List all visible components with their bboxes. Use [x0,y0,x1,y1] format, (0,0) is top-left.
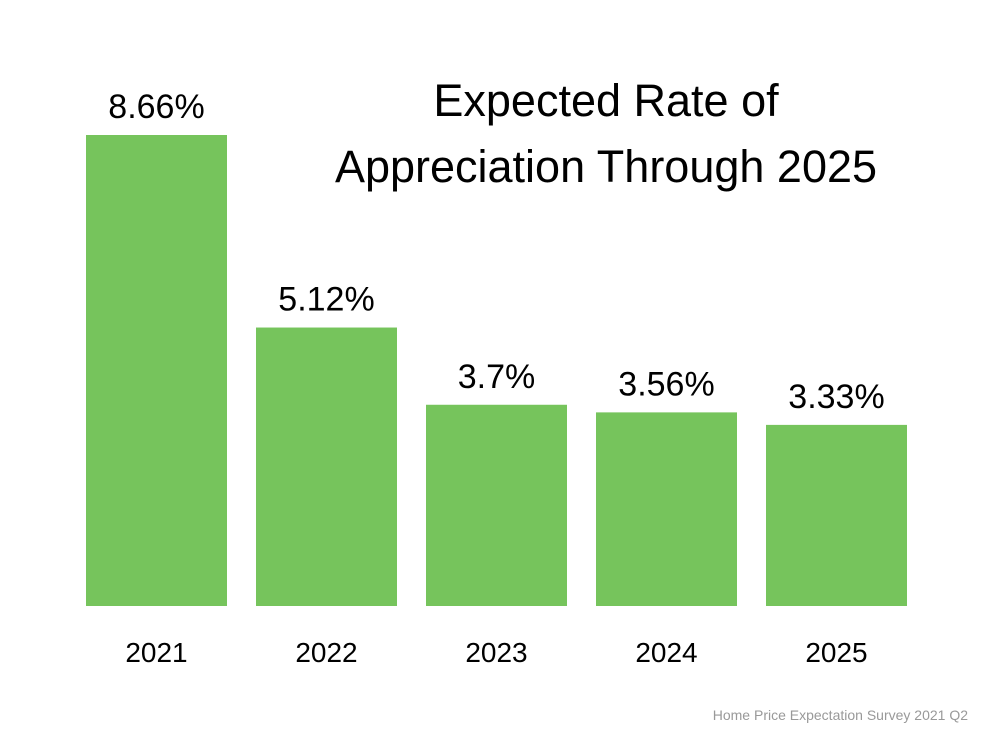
x-tick-label-2024: 2024 [635,637,697,668]
source-note: Home Price Expectation Survey 2021 Q2 [712,707,968,723]
bar-2023 [426,404,567,606]
data-label-2023: 3.7% [458,358,536,396]
chart-title-line-1: Expected Rate of [433,75,779,126]
x-tick-label-2023: 2023 [465,637,527,668]
bar-2022 [256,327,397,606]
bar-2025 [766,424,907,606]
data-label-2021: 8.66% [108,88,204,126]
data-label-2022: 5.12% [278,281,374,319]
x-tick-label-2022: 2022 [295,637,357,668]
x-tick-label-2025: 2025 [805,637,867,668]
x-tick-label-2021: 2021 [125,637,187,668]
bar-2024 [596,412,737,606]
data-label-2025: 3.33% [788,378,884,416]
bar-2021 [86,135,227,606]
data-label-2024: 3.56% [618,365,714,403]
chart-title-line-2: Appreciation Through 2025 [334,141,878,192]
